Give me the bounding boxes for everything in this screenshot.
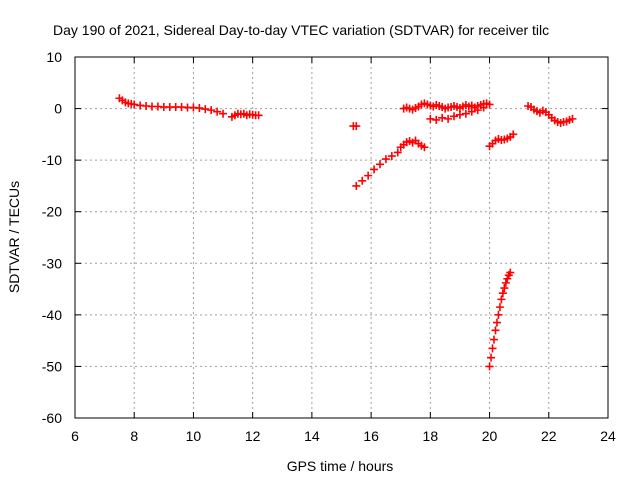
data-point (461, 109, 470, 118)
data-point (467, 107, 476, 116)
y-tick-label: -10 (42, 152, 62, 168)
y-tick-label: 10 (46, 49, 62, 65)
chart-title: Day 190 of 2021, Sidereal Day-to-day VTE… (53, 22, 549, 38)
data-point (352, 181, 361, 190)
y-tick-label: -20 (42, 204, 62, 220)
data-point (500, 284, 509, 293)
data-point (495, 303, 504, 312)
data-point (207, 106, 216, 115)
data-point (352, 122, 361, 131)
data-point (387, 152, 396, 161)
data-point (489, 335, 498, 344)
data-point (498, 289, 507, 298)
y-tick-label: -60 (42, 410, 62, 426)
series-arc-5 (399, 99, 494, 114)
data-point (420, 143, 429, 152)
data-point (473, 106, 482, 115)
data-point (568, 114, 577, 123)
series-arc-1 (115, 94, 228, 118)
x-tick-label: 6 (71, 428, 79, 444)
series-arc-6 (426, 103, 488, 124)
series-arc-2 (227, 109, 263, 121)
data-point (358, 176, 367, 185)
data-point (213, 107, 222, 116)
y-axis: 10 0 -10 -20 -30 -40 -50 -60 (42, 49, 608, 426)
series-arc-3 (349, 122, 361, 131)
data-point (485, 100, 494, 109)
data-point (509, 130, 518, 139)
data-point (438, 113, 447, 122)
data-point (492, 318, 501, 327)
plot-frame (74, 56, 609, 419)
data-point (503, 274, 512, 283)
data-point (201, 105, 210, 114)
x-tick-label: 8 (130, 428, 138, 444)
data-point (497, 295, 506, 304)
data-points (115, 94, 577, 371)
data-point (444, 114, 453, 123)
data-point (254, 111, 263, 120)
data-point (195, 104, 204, 113)
x-axis: 6 8 10 12 14 16 18 20 22 24 (71, 57, 616, 444)
data-point (491, 326, 500, 335)
data-point (393, 148, 402, 157)
data-point (375, 160, 384, 169)
data-point (364, 171, 373, 180)
data-point (501, 278, 510, 287)
y-tick-label: -30 (42, 255, 62, 271)
data-point (130, 100, 139, 109)
x-tick-label: 24 (600, 428, 616, 444)
y-axis-label: SDTVAR / TECUs (6, 181, 22, 293)
data-point (494, 310, 503, 319)
x-axis-label: GPS time / hours (287, 458, 394, 474)
data-point (479, 103, 488, 112)
series-arc-4 (352, 136, 429, 190)
data-point (506, 268, 515, 277)
x-tick-label: 10 (186, 428, 202, 444)
data-point (370, 165, 379, 174)
data-point (426, 114, 435, 123)
data-point (455, 110, 464, 119)
data-point (488, 344, 497, 353)
x-tick-label: 18 (423, 428, 439, 444)
data-point (485, 362, 494, 371)
data-point (487, 353, 496, 362)
y-tick-label: 0 (54, 101, 62, 117)
series-arc-8 (485, 268, 515, 371)
series-arc-9 (524, 101, 577, 128)
data-point (432, 115, 441, 124)
series-arc-7 (485, 130, 518, 151)
x-tick-label: 14 (304, 428, 320, 444)
grid-lines (75, 57, 608, 418)
data-point (381, 155, 390, 164)
data-point (450, 112, 459, 121)
x-tick-label: 16 (363, 428, 379, 444)
y-tick-label: -50 (42, 358, 62, 374)
x-tick-label: 22 (541, 428, 557, 444)
y-tick-label: -40 (42, 307, 62, 323)
x-tick-label: 12 (245, 428, 261, 444)
x-tick-label: 20 (482, 428, 498, 444)
data-point (219, 109, 228, 118)
